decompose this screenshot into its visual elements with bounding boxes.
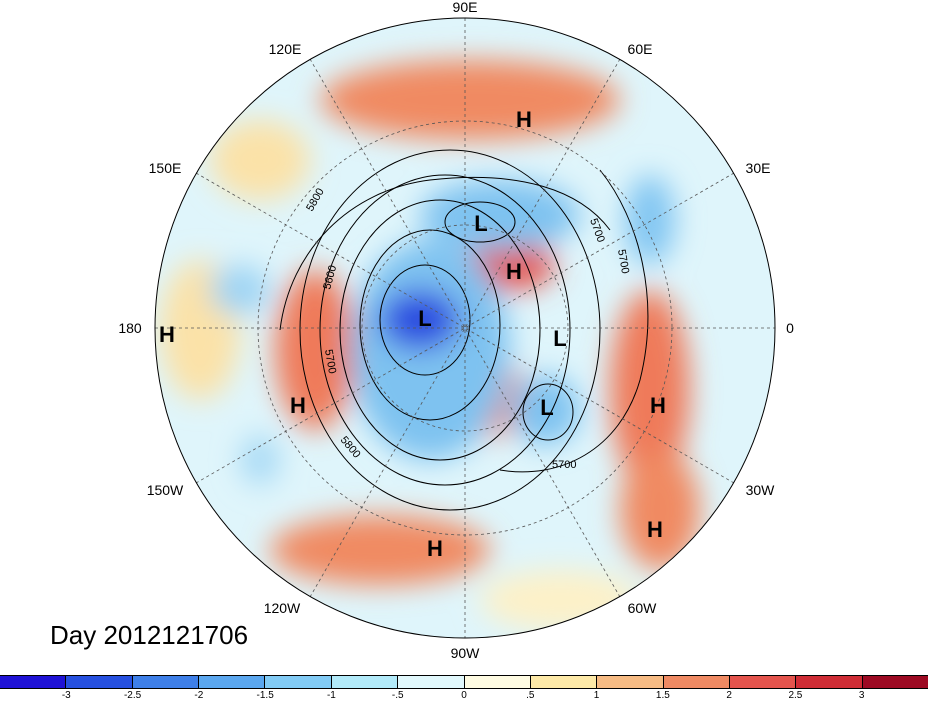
colorbar-segment <box>862 676 928 688</box>
high-subtropical-atlantic: H <box>647 517 663 542</box>
colorbar-segment <box>331 676 399 688</box>
colorbar-segment <box>663 676 730 688</box>
colorbar-tick-label: -.5 <box>391 690 404 701</box>
low-greenland: L <box>553 326 566 351</box>
colorbar-segment <box>464 676 531 688</box>
lon-label-180: 180 <box>118 320 142 336</box>
map-boundary <box>154 17 776 639</box>
colorbar-segment <box>398 676 465 688</box>
colorbar-tick-label: .5 <box>526 690 535 701</box>
colorbar-tick-label: 0 <box>461 690 467 701</box>
anomaly-field <box>155 18 775 638</box>
height-contours <box>279 149 649 511</box>
longitude-labels: 90E 60E 30E 0 30W 60W 90W 120W 150W 180 … <box>118 0 794 661</box>
colorbar-segment <box>0 676 67 688</box>
lon-label-120w: 120W <box>264 600 301 616</box>
polar-map: 90E 60E 30E 0 30W 60W 90W 120W 150W 180 … <box>118 0 794 661</box>
map-title: Day 2012121706 <box>50 620 249 650</box>
colorbar-tick-label: 3 <box>858 690 865 701</box>
high-arctic: H <box>506 259 522 284</box>
lon-label-0: 0 <box>786 320 794 336</box>
contour-label: 5700 <box>552 459 576 471</box>
low-north-atlantic: L <box>540 395 553 420</box>
colorbar-segment <box>132 676 200 688</box>
lon-label-30w: 30W <box>746 482 776 498</box>
colorbar-tick-label: -3 <box>61 690 71 701</box>
lon-label-90e: 90E <box>453 0 478 15</box>
graticule <box>155 18 775 638</box>
high-gulf-of-mexico: H <box>427 536 443 561</box>
pressure-centers: H L H L L L H H H H H <box>159 107 666 561</box>
colorbar-segment <box>66 676 133 688</box>
low-canada: L <box>418 306 431 331</box>
colorbar-tick-label: 1 <box>593 690 600 701</box>
lon-label-30e: 30E <box>746 160 771 176</box>
colorbar-tick-label: 1.5 <box>655 690 670 701</box>
colorbar-segment <box>796 676 863 688</box>
lon-label-60e: 60E <box>628 41 653 57</box>
contour-label: 5700 <box>322 348 338 374</box>
high-north-pacific: H <box>290 393 306 418</box>
colorbar-segment <box>530 676 598 688</box>
high-dateline: H <box>159 322 175 347</box>
colorbar-segment <box>729 676 797 688</box>
lon-label-60w: 60W <box>628 600 658 616</box>
colorbar-ticks: -3 -2.5 -2 -1.5 -1 -.5 0 .5 1 1.5 2 2.5 3 <box>0 690 928 702</box>
colorbar-tick-label: -2 <box>194 690 204 701</box>
colorbar-segment <box>597 676 664 688</box>
colorbar-tick-label: -2.5 <box>123 690 142 701</box>
colorbar-tick-label: -1.5 <box>256 690 274 701</box>
contour-label: 5700 <box>615 248 631 274</box>
colorbar-segment <box>265 676 332 688</box>
lon-label-150e: 150E <box>149 160 182 176</box>
colorbar <box>0 675 928 689</box>
low-north-asia: L <box>474 211 487 236</box>
colorbar-tick-label: 2 <box>726 690 732 701</box>
colorbar-tick-label: -1 <box>326 690 336 701</box>
high-east-atlantic: H <box>650 393 666 418</box>
colorbar-tick-label: 2.5 <box>788 690 803 701</box>
high-siberia-pacific: H <box>516 107 532 132</box>
lon-label-150w: 150W <box>147 482 184 498</box>
colorbar-segment <box>199 676 266 688</box>
lon-label-120e: 120E <box>269 41 302 57</box>
lon-label-90w: 90W <box>451 645 481 661</box>
